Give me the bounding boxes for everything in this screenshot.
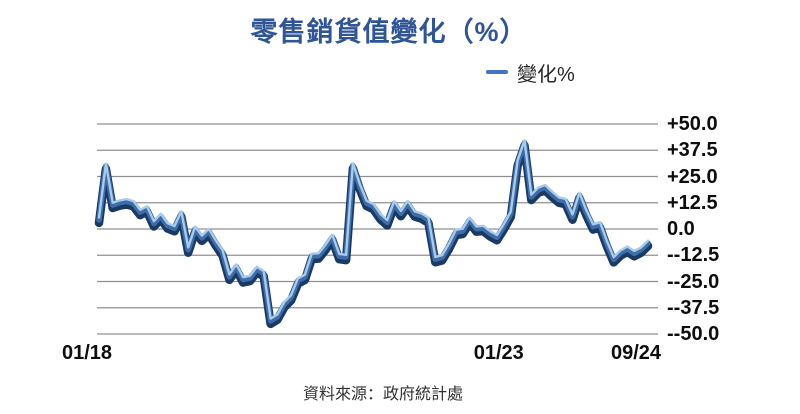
legend-series-label: 變化% xyxy=(517,63,575,86)
series-line-變化% xyxy=(94,141,653,329)
y-axis-tick-label: +37.5 xyxy=(667,139,718,162)
y-axis-tick-label: 0.0 xyxy=(667,218,695,240)
y-axis-tick-label: +25.0 xyxy=(667,165,718,188)
y-axis-tick-label: --37.5 xyxy=(667,296,720,319)
chart-legend: 變化% xyxy=(486,58,575,86)
y-axis-tick-label: --25.0 xyxy=(667,270,720,293)
x-axis-tick-label: 01/18 xyxy=(61,342,113,364)
y-axis-tick-label: +12.5 xyxy=(667,191,718,214)
y-axis-tick-label: --12.5 xyxy=(667,244,720,267)
x-axis-tick-label: 09/24 xyxy=(610,342,662,364)
legend-line-marker-icon xyxy=(486,70,508,74)
x-axis-tick-label: 01/23 xyxy=(473,342,524,364)
chart-title: 零售銷貨值變化（%） xyxy=(250,17,528,47)
y-axis-tick-label: +50.0 xyxy=(667,113,718,135)
data-source-note: 資料來源：政府統計處 xyxy=(302,386,463,403)
y-axis-tick-label: --50.0 xyxy=(667,323,720,345)
series-line-變化% xyxy=(97,139,650,320)
